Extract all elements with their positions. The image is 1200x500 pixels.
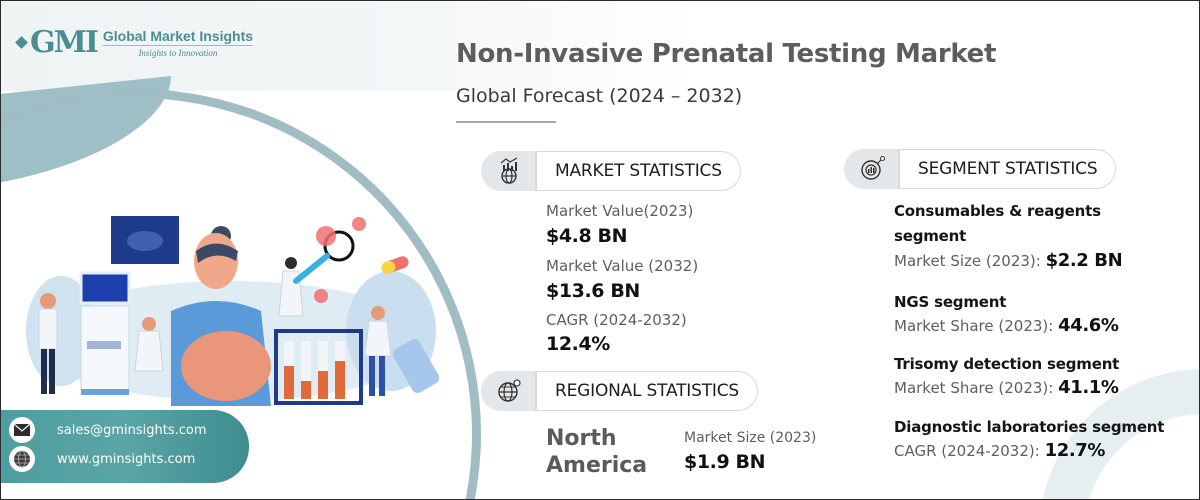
- market-value-2032: $13.6 BN: [546, 280, 640, 302]
- segment-3-stat: Market Share (2023): 41.1%: [894, 377, 1119, 398]
- regional-statistics-header: REGIONAL STATISTICS: [481, 371, 758, 411]
- segment-2-value: 44.6%: [1058, 315, 1119, 336]
- title-divider: [456, 121, 556, 123]
- region-market-size-label: Market Size (2023): [684, 430, 817, 446]
- chart-globe-icon: [481, 151, 537, 191]
- segment-statistics-title: SEGMENT STATISTICS: [898, 149, 1117, 189]
- cagr-label: CAGR (2024-2032): [546, 311, 687, 329]
- segment-2-stat: Market Share (2023): 44.6%: [894, 315, 1119, 336]
- diamond-icon: [15, 36, 28, 49]
- region-market-size-value: $1.9 BN: [684, 451, 766, 473]
- segment-3-title: Trisomy detection segment: [894, 355, 1120, 373]
- segment-3-value: 41.1%: [1058, 377, 1119, 398]
- segment-1-stat: Market Size (2023): $2.2 BN: [894, 250, 1123, 271]
- header-background: [1, 1, 701, 91]
- segment-2-title: NGS segment: [894, 293, 1007, 311]
- globe-pin-icon: [481, 371, 537, 411]
- segment-4-stat: CAGR (2024-2032): 12.7%: [894, 440, 1106, 461]
- envelope-icon: [9, 417, 35, 443]
- segment-4-title: Diagnostic laboratories segment: [894, 418, 1165, 436]
- contact-website[interactable]: www.gminsights.com: [9, 446, 195, 472]
- brand-name: Global Market Insights: [102, 27, 254, 46]
- brand-tagline: Insights to Innovation: [138, 47, 218, 58]
- page-title: Non-Invasive Prenatal Testing Market: [456, 39, 997, 69]
- segment-1-value: $2.2 BN: [1045, 250, 1123, 271]
- segment-4-value: 12.7%: [1044, 440, 1106, 461]
- email-link[interactable]: sales@gminsights.com: [57, 422, 207, 438]
- globe-icon: [9, 446, 35, 472]
- market-value-2032-label: Market Value (2032): [546, 257, 699, 275]
- region-name: North America: [546, 426, 648, 478]
- prenatal-testing-illustration: [21, 191, 441, 406]
- cagr-value: 12.4%: [546, 333, 610, 355]
- market-value-2023: $4.8 BN: [546, 225, 628, 247]
- segment-statistics-header: SEGMENT STATISTICS: [844, 149, 1117, 189]
- gmi-logo: GMI Global Market Insights Insights to I…: [15, 25, 254, 60]
- logo-mark: GMI: [15, 25, 99, 60]
- regional-statistics-title: REGIONAL STATISTICS: [535, 371, 758, 411]
- contact-bar: sales@gminsights.com www.gminsights.com: [1, 410, 249, 483]
- pie-chart-target-icon: [844, 149, 900, 189]
- segment-1-title-cont: segment: [894, 227, 967, 245]
- contact-email[interactable]: sales@gminsights.com: [9, 417, 207, 443]
- market-value-2023-label: Market Value(2023): [546, 202, 694, 220]
- page-subtitle: Global Forecast (2024 – 2032): [456, 85, 743, 107]
- segment-1-title: Consumables & reagents: [894, 202, 1101, 220]
- market-statistics-header: MARKET STATISTICS: [481, 151, 741, 191]
- medical-scene-icon: [26, 216, 440, 406]
- website-link[interactable]: www.gminsights.com: [57, 451, 196, 467]
- market-statistics-title: MARKET STATISTICS: [535, 151, 741, 191]
